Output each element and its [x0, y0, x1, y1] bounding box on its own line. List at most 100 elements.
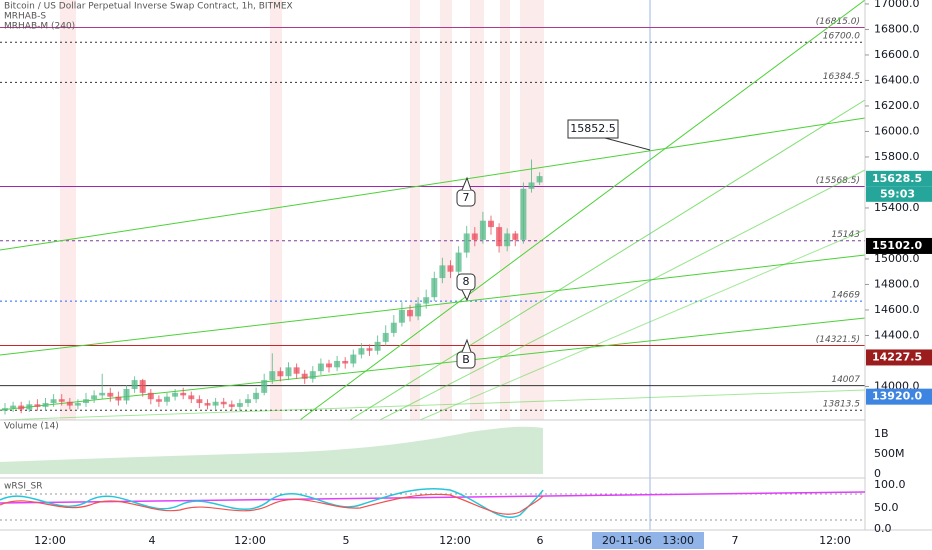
candle-body [358, 348, 365, 355]
candle-body [180, 392, 187, 396]
candle-body [18, 405, 25, 410]
candle-body [536, 176, 543, 183]
candle-body [398, 309, 405, 323]
candle-body [2, 408, 8, 411]
candle-body [520, 188, 527, 240]
candle-body [277, 371, 284, 377]
y-tick-label: 16400.0 [874, 73, 920, 86]
candle-body [423, 297, 430, 304]
candle-body [91, 395, 98, 400]
volume-tick: 500M [874, 447, 905, 460]
time-label: 5 [343, 534, 350, 547]
y-tick-label: 16200.0 [874, 99, 920, 112]
callout: 15852.5 [570, 122, 616, 135]
candle-body [342, 360, 349, 364]
y-tick-label: 15400.0 [874, 201, 920, 214]
candle-body [10, 405, 17, 409]
price-marker-label: 15628.5 [872, 172, 922, 185]
volume-band [0, 426, 543, 474]
y-tick-label: 17000.0 [874, 0, 920, 10]
level-label: 16700.0 [823, 32, 860, 42]
candle-body [528, 182, 535, 189]
y-tick-label: 14600.0 [874, 303, 920, 316]
candle-body [301, 373, 308, 379]
y-tick-label: 16600.0 [874, 48, 920, 61]
price-marker [866, 349, 932, 366]
candle-body [115, 396, 122, 401]
candle-body [220, 401, 227, 405]
candle-body [366, 348, 373, 351]
level-label: 13813.5 [823, 400, 860, 410]
candle-body [155, 399, 162, 402]
time-label: 12:00 [439, 534, 471, 547]
trendlines [0, 0, 866, 421]
candle-body [196, 399, 203, 404]
price-marker-label: 13920.0 [872, 390, 922, 403]
time-label: 12:00 [819, 534, 851, 547]
candle-body [488, 220, 494, 228]
candle-body [131, 380, 138, 390]
candle-body [253, 392, 260, 400]
price-marker-label: 15102.0 [872, 239, 922, 252]
candle-body [309, 371, 316, 379]
candle-body [390, 322, 397, 333]
level-label: 14669 [831, 291, 860, 301]
candle-body [34, 404, 41, 407]
candle-body [107, 392, 114, 397]
level-label: (15568.5) [816, 176, 860, 186]
session-bands [60, 0, 544, 420]
candle-body [439, 265, 446, 279]
candle-body [512, 233, 519, 240]
rsi-tick: 50.0 [874, 501, 899, 514]
candle-body [293, 367, 300, 374]
candle-body [83, 399, 89, 404]
candle-body [463, 233, 470, 253]
time-label: 12:00 [234, 534, 266, 547]
countdown-box [866, 186, 932, 202]
candle-body [99, 392, 106, 396]
time-label: 6 [537, 534, 544, 547]
rsi-tick: 100.0 [874, 478, 906, 491]
callout: B [462, 353, 470, 366]
y-tick-label: 14800.0 [874, 277, 920, 290]
candle-body [139, 380, 146, 393]
time-axis: 12:00 4 12:00 5 12:00 6 20-11-06 13:00 7… [34, 532, 851, 549]
time-label: 7 [732, 534, 739, 547]
level-label: 15143 [831, 230, 860, 240]
crosshair-time: 20-11-06 13:00 [602, 534, 694, 547]
pane-title: wRSI_SR [4, 482, 42, 492]
candle-body [50, 399, 57, 404]
candle-body [447, 265, 454, 272]
candle-body [164, 396, 170, 402]
candle-body [479, 220, 486, 240]
time-label: 4 [149, 534, 156, 547]
time-label: 12:00 [34, 534, 66, 547]
candle-body [407, 309, 413, 317]
candle-body [212, 401, 219, 406]
level-label: (14321.5) [816, 335, 860, 345]
y-tick-label: 15000.0 [874, 252, 920, 265]
candle-body [245, 399, 251, 404]
indicator: MRHAB-M (240) [4, 22, 75, 32]
candle-body [455, 252, 462, 272]
candle-body [26, 404, 33, 410]
candle-body [374, 341, 381, 351]
volume-tick: 0 [874, 467, 881, 480]
candle-body [123, 389, 130, 401]
rsi-lines [0, 487, 866, 521]
candle-body [172, 392, 179, 397]
candle-body [415, 303, 422, 317]
candle-body [326, 363, 332, 368]
level-label: (16815.0) [816, 17, 860, 27]
y-tick-label: 16800.0 [874, 22, 920, 35]
candle-body [334, 360, 341, 368]
candle-body [147, 392, 154, 400]
y-tick-label: 15800.0 [874, 150, 920, 163]
candle-body [42, 403, 49, 407]
volume-tick: 1B [874, 427, 889, 440]
rsi-tick: 0.0 [874, 522, 892, 535]
candle-body [496, 227, 503, 247]
level-label: 16384.5 [823, 72, 860, 82]
chart-title: Bitcoin / US Dollar Perpetual Inverse Sw… [4, 2, 293, 12]
